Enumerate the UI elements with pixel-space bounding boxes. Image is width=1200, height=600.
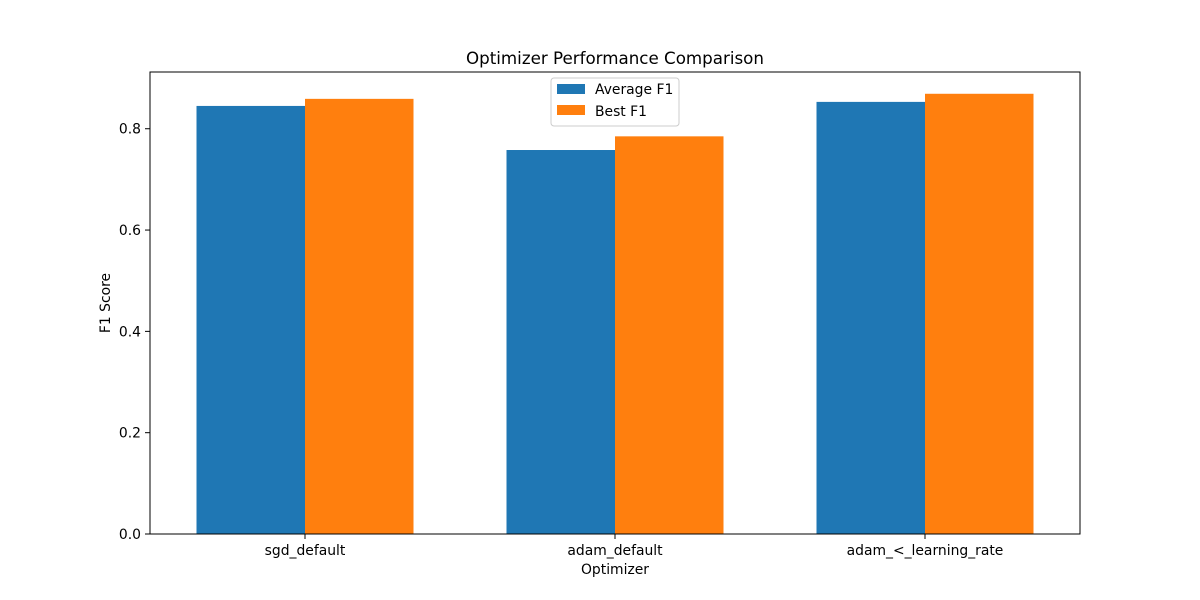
legend-label-average-f1: Average F1 xyxy=(595,82,673,98)
bar-best-f1-sgd-default xyxy=(305,98,414,534)
y-tick-label: 0.8 xyxy=(119,122,141,138)
bar-best-f1-adam-default xyxy=(615,136,724,534)
x-tick-label-adam-learning-rate: adam_<_learning_rate xyxy=(847,543,1004,559)
x-axis: sgd_default adam_default adam_<_learning_r… xyxy=(265,534,1004,559)
y-tick-label: 0.0 xyxy=(119,527,141,543)
x-tick-label-sgd-default: sgd_default xyxy=(265,543,346,559)
x-tick-label-adam-default: adam_default xyxy=(567,543,663,559)
legend-label-best-f1: Best F1 xyxy=(595,104,647,120)
bar-best-f1-adam-learning-rate xyxy=(925,93,1034,534)
legend-swatch-average-f1 xyxy=(557,84,585,94)
legend-swatch-best-f1 xyxy=(557,105,585,115)
bar-average-f1-adam-default xyxy=(506,150,615,534)
y-axis-label: F1 Score xyxy=(98,273,114,333)
legend: Average F1 Best F1 xyxy=(550,77,680,127)
bar-average-f1-adam-learning-rate xyxy=(816,101,925,534)
y-axis: 0.0 0.2 0.4 0.6 0.8 xyxy=(119,122,150,543)
chart-title: Optimizer Performance Comparison xyxy=(466,48,764,68)
y-tick-label: 0.2 xyxy=(119,426,141,442)
x-axis-label: Optimizer xyxy=(581,562,649,578)
y-tick-label: 0.4 xyxy=(119,324,141,340)
bar-average-f1-sgd-default xyxy=(196,105,305,534)
y-tick-label: 0.6 xyxy=(119,223,141,239)
bars-group xyxy=(196,93,1034,534)
